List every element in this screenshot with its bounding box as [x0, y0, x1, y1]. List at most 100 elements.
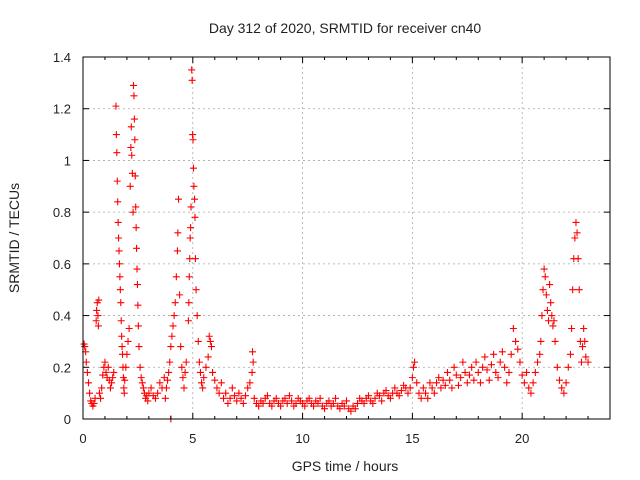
- data-point: [562, 379, 570, 387]
- data-point: [116, 286, 124, 294]
- data-point: [109, 374, 117, 382]
- data-point: [191, 255, 199, 263]
- data-point: [292, 399, 300, 407]
- data-point: [82, 358, 90, 366]
- data-point: [450, 363, 458, 371]
- data-point: [574, 255, 582, 263]
- data-point: [549, 322, 557, 330]
- data-point: [175, 195, 183, 203]
- data-point: [132, 203, 140, 211]
- data-point: [250, 394, 258, 402]
- data-point: [154, 389, 162, 397]
- data-point: [121, 376, 129, 384]
- x-tick-label: 5: [189, 431, 196, 446]
- data-point: [496, 358, 504, 366]
- data-point: [512, 337, 520, 345]
- data-point: [395, 392, 403, 400]
- data-point: [430, 389, 438, 397]
- data-point: [321, 405, 329, 413]
- data-point: [97, 394, 105, 402]
- data-point: [538, 312, 546, 320]
- data-point: [192, 286, 200, 294]
- data-point: [343, 397, 350, 405]
- data-point: [114, 198, 122, 206]
- data-point: [172, 273, 180, 281]
- data-point: [217, 379, 225, 387]
- data-point: [531, 368, 539, 376]
- data-point: [137, 374, 145, 382]
- y-tick-label: 0.6: [53, 257, 71, 272]
- x-tick-label: 15: [405, 431, 419, 446]
- data-point: [130, 92, 138, 100]
- data-point: [180, 384, 188, 392]
- data-point: [546, 281, 554, 289]
- data-point: [126, 182, 134, 190]
- data-point: [340, 402, 348, 410]
- data-point: [347, 407, 355, 415]
- data-point: [525, 384, 533, 392]
- data-point: [325, 397, 333, 405]
- data-point: [98, 384, 106, 392]
- data-point: [518, 371, 526, 379]
- data-point: [177, 343, 185, 351]
- x-tick-label: 10: [295, 431, 309, 446]
- data-point: [534, 358, 542, 366]
- data-point: [123, 350, 131, 358]
- data-point: [168, 332, 176, 340]
- data-point: [555, 376, 563, 384]
- data-point: [426, 379, 434, 387]
- data-point: [404, 389, 412, 397]
- data-point: [452, 371, 460, 379]
- data-point: [127, 123, 135, 131]
- data-point: [215, 389, 223, 397]
- data-point: [102, 368, 110, 376]
- data-point: [193, 312, 201, 320]
- data-point: [166, 358, 174, 366]
- data-point: [228, 384, 236, 392]
- data-point: [285, 392, 293, 400]
- data-point: [369, 399, 377, 407]
- data-point: [575, 286, 583, 294]
- data-point: [104, 363, 112, 371]
- data-point: [249, 348, 257, 356]
- data-point: [90, 399, 98, 407]
- data-point: [332, 394, 340, 402]
- tick-labels: 0 5 10 15 20 0 0.2 0.4 0.6 0.8 1 1.2 1.4: [53, 50, 529, 446]
- data-point: [114, 218, 122, 226]
- data-point: [505, 368, 513, 376]
- data-point: [186, 234, 194, 242]
- data-point: [457, 374, 465, 382]
- data-point: [195, 358, 203, 366]
- data-point: [353, 399, 361, 407]
- data-point: [94, 312, 102, 320]
- data-point: [125, 325, 133, 332]
- data-point: [249, 358, 257, 366]
- data-point: [371, 394, 379, 402]
- data-point: [235, 389, 243, 397]
- data-point: [577, 358, 585, 366]
- data-point: [498, 348, 506, 356]
- data-point: [115, 260, 123, 268]
- data-point: [237, 394, 245, 402]
- data-point: [550, 317, 558, 325]
- data-point: [184, 317, 192, 325]
- x-tick-label: 20: [515, 431, 529, 446]
- data-point: [116, 273, 124, 281]
- data-point: [136, 363, 144, 371]
- data-point: [539, 286, 547, 294]
- data-point: [584, 358, 592, 366]
- data-point: [113, 149, 121, 157]
- data-point: [463, 379, 471, 387]
- data-point: [568, 325, 576, 332]
- data-point: [199, 384, 207, 392]
- data-point: [316, 394, 324, 402]
- data-point: [95, 296, 103, 304]
- data-point: [487, 361, 495, 369]
- data-point: [428, 384, 436, 392]
- data-point: [94, 322, 102, 330]
- data-point: [178, 363, 186, 371]
- data-point: [239, 399, 247, 407]
- data-point: [268, 402, 276, 410]
- data-point: [492, 368, 500, 376]
- data-point: [190, 182, 198, 190]
